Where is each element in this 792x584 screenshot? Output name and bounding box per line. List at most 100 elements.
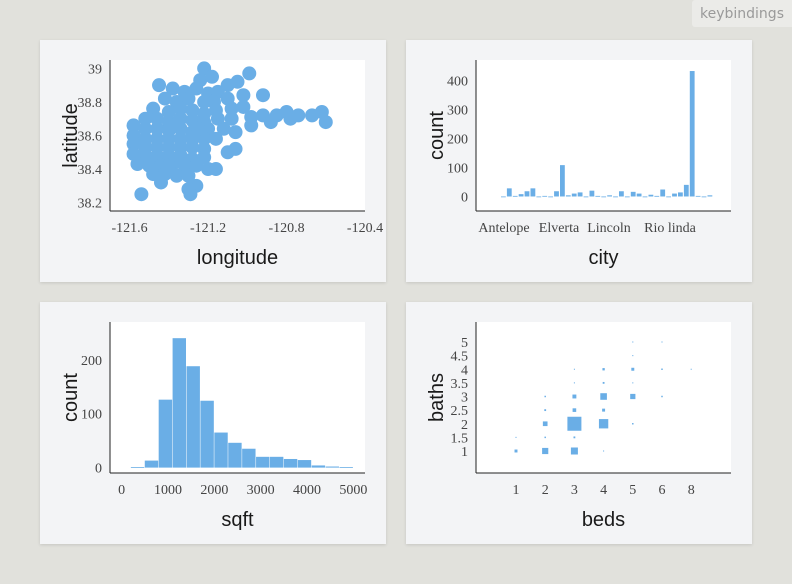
scatter-point <box>130 157 145 172</box>
x-tick-label: 3 <box>571 483 578 498</box>
scatter-point <box>191 121 206 136</box>
city-bar <box>707 195 713 197</box>
scatter-point <box>138 121 153 136</box>
city-bar <box>554 191 559 197</box>
y-tick-label: 4.5 <box>451 350 469 365</box>
city-bar <box>607 195 612 197</box>
x-tick-label: 3000 <box>247 483 275 498</box>
city-bar <box>506 188 512 197</box>
city-bar <box>530 188 536 197</box>
scatter-point <box>224 101 239 116</box>
bin-square <box>542 447 549 455</box>
sqft-histogram-panel: 0 1000 2000 3000 4000 5000 0 100 200 sqft count <box>40 302 386 544</box>
histogram-bar <box>172 338 186 468</box>
scatter-point <box>181 91 196 106</box>
y-tick-label: 1.5 <box>451 431 469 446</box>
scatter-point <box>263 115 278 130</box>
city-bar <box>601 196 607 198</box>
city-bar <box>624 196 630 198</box>
bin-square <box>567 416 582 431</box>
city-bar <box>642 196 648 198</box>
scatter-point <box>197 94 212 109</box>
city-bar <box>630 191 636 197</box>
city-bar <box>701 196 707 198</box>
scatter-point <box>154 175 168 190</box>
scatter-point <box>205 69 219 84</box>
city-bar <box>683 184 689 197</box>
scatter-point <box>157 91 172 106</box>
histogram-bar <box>200 400 214 468</box>
latlon-scatter-chart: -121.6 -121.2 -120.8 -120.4 38.2 38.4 38.6 38.8… <box>60 60 383 269</box>
city-bar <box>577 192 583 197</box>
city-bar <box>589 190 595 197</box>
x-tick-label: Elverta <box>539 221 580 236</box>
bin-square <box>632 382 634 384</box>
y-tick-label: 100 <box>81 408 102 423</box>
scatter-point <box>242 66 257 81</box>
x-tick-label: -121.6 <box>112 221 148 236</box>
scatter-point <box>150 111 165 126</box>
histogram-bar <box>339 467 353 468</box>
city-bar <box>542 195 548 197</box>
bin-square <box>661 341 663 343</box>
y-tick-label: 100 <box>447 161 468 176</box>
bin-square <box>600 393 607 400</box>
y-axis-label: count <box>60 373 82 422</box>
x-tick-label: 1 <box>513 483 520 498</box>
bin-square <box>572 408 577 412</box>
latlon-scatter-panel: -121.6 -121.2 -120.8 -120.4 38.2 38.4 38.6 38.8… <box>40 40 386 282</box>
city-bar <box>518 194 524 197</box>
y-tick-label: 400 <box>447 74 468 89</box>
x-tick-label: 5000 <box>339 483 367 498</box>
city-bar <box>636 193 642 197</box>
y-tick-label: 38.4 <box>78 163 103 178</box>
y-tick-label: 38.6 <box>78 130 103 145</box>
sqft-histogram-chart: 0 1000 2000 3000 4000 5000 0 100 200 sqft count <box>60 322 367 531</box>
y-tick-label: 4 <box>461 363 468 378</box>
histogram-bar <box>158 399 173 468</box>
y-tick-label: 200 <box>447 132 468 147</box>
bin-square <box>572 394 577 399</box>
bin-square <box>661 368 663 370</box>
city-count-chart: 0 100 200 300 400 Antelope Elverta Lincoln Rio l… <box>426 60 731 269</box>
city-bar <box>689 71 695 197</box>
scatter-point <box>126 118 141 133</box>
histogram-bar <box>297 460 312 468</box>
histogram-bar <box>242 448 256 468</box>
x-tick-label: 6 <box>659 483 666 498</box>
x-tick-label: 1000 <box>154 483 182 498</box>
y-tick-label: 0 <box>461 190 468 205</box>
city-bar <box>512 195 518 197</box>
scatter-point <box>228 125 243 140</box>
bin-square <box>598 419 609 429</box>
city-bar <box>648 194 654 197</box>
x-axis-label: city <box>589 247 619 269</box>
x-axis-label: longitude <box>197 247 278 269</box>
scatter-point <box>165 81 180 96</box>
scatter-point <box>126 136 141 151</box>
scatter-point <box>181 168 196 183</box>
y-tick-label: 200 <box>81 354 102 369</box>
scatter-point <box>236 99 251 114</box>
x-tick-label: 5 <box>629 483 636 498</box>
scatter-point <box>189 81 204 96</box>
city-bar <box>524 191 530 197</box>
bin-square <box>544 395 546 398</box>
x-tick-label: -120.8 <box>268 221 304 236</box>
y-tick-label: 0 <box>95 462 102 477</box>
histogram-bar <box>228 442 242 468</box>
scatter-point <box>216 121 231 136</box>
y-tick-label: 300 <box>447 103 468 118</box>
histogram-bar <box>311 465 326 468</box>
y-tick-label: 38.2 <box>78 197 103 212</box>
scatter-point <box>161 158 176 173</box>
scatter-point <box>224 111 239 126</box>
bin-square <box>632 423 634 425</box>
y-axis-label: baths <box>426 373 448 422</box>
x-axis-label: sqft <box>221 509 254 531</box>
city-bar <box>619 191 624 197</box>
y-tick-label: 5 <box>461 336 468 351</box>
keybindings-button[interactable]: keybindings <box>692 0 792 27</box>
histogram-bar <box>325 466 339 468</box>
